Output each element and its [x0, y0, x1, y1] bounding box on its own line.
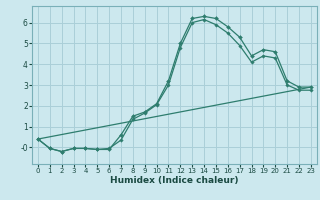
X-axis label: Humidex (Indice chaleur): Humidex (Indice chaleur)	[110, 176, 239, 185]
